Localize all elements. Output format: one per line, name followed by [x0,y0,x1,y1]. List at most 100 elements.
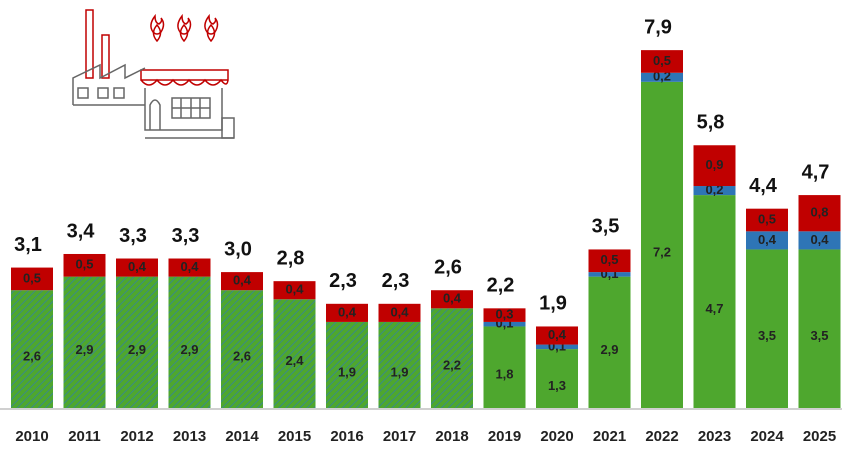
data-label: 0,5 [758,211,776,226]
data-label: 3,5 [758,328,776,343]
data-label: 4,7 [705,301,723,316]
x-tick-label: 2022 [645,428,678,445]
data-label: 0,8 [810,205,828,220]
bar-segment [273,299,316,408]
data-label: 3,5 [810,328,828,343]
data-label: 1,8 [495,367,513,382]
total-label: 3,5 [592,216,620,238]
x-tick-label: 2016 [330,428,363,445]
data-label: 0,3 [495,307,513,322]
total-label: 2,3 [382,270,410,292]
bar-segment [116,276,158,408]
total-label: 3,3 [119,225,147,247]
x-tick-label: 2019 [488,428,521,445]
bar-segment [326,303,368,322]
data-label: 0,5 [653,53,671,68]
bar-segment [641,50,683,73]
bar-segment [378,303,421,322]
total-label: 1,9 [539,293,567,315]
x-tick-label: 2015 [278,428,311,445]
x-tick-label: 2010 [15,428,48,445]
data-label: 2,6 [23,349,41,364]
bar-segment [116,258,158,277]
data-label: 0,4 [338,304,357,319]
total-label: 3,1 [14,234,42,256]
data-label: 2,9 [600,342,618,357]
bar-segment [378,321,421,408]
x-tick-label: 2025 [803,428,836,445]
bar-segment [431,308,473,408]
x-tick-label: 2014 [225,428,259,445]
total-label: 2,3 [329,270,357,292]
bar-segment [431,290,473,309]
data-label: 2,4 [285,353,304,368]
data-label: 2,9 [180,342,198,357]
total-label: 7,9 [644,16,672,38]
total-label: 5,8 [697,112,725,134]
x-tick-label: 2011 [68,428,101,445]
data-label: 2,9 [75,342,93,357]
x-tick-label: 2017 [383,428,416,445]
bar-segment [326,321,368,408]
data-label: 2,6 [233,349,251,364]
data-label: 0,5 [600,252,618,267]
bar-segment [536,326,578,345]
bar-segment [693,186,736,196]
bar-segment [221,290,263,408]
total-label: 2,6 [434,257,462,279]
total-label: 3,3 [172,225,200,247]
bar-segment [693,145,736,187]
data-label: 2,2 [443,358,461,373]
total-label: 2,2 [487,275,515,297]
x-tick-label: 2021 [593,428,626,445]
x-tick-label: 2018 [435,428,468,445]
bar-segment [483,321,526,327]
data-label: 0,4 [180,259,199,274]
data-label: 1,9 [338,364,356,379]
total-label: 2,8 [277,247,305,269]
bar-segment [11,290,53,408]
x-tick-label: 2024 [750,428,784,445]
bar-segment [168,276,211,408]
bar-segment [273,281,316,300]
factory-icon [72,9,235,139]
bar-segment [746,231,788,250]
data-label: 2,9 [128,342,146,357]
bar-segment [746,208,788,232]
data-label: 0,4 [758,232,777,247]
data-label: 7,2 [653,244,671,259]
bar-segment [221,272,263,291]
data-label: 0,4 [390,304,409,319]
x-tick-label: 2012 [120,428,153,445]
bar-segment [63,253,106,277]
bar-segment [168,258,211,277]
bar-segment [693,195,736,408]
data-label: 0,4 [233,273,252,288]
data-label: 0,9 [705,157,723,172]
data-label: 0,4 [548,327,567,342]
bar-segment [798,249,841,408]
bar-segment [483,326,526,408]
bar-segment [536,344,578,350]
bar-segment [63,276,106,408]
bar-segment [588,272,631,277]
data-label: 0,4 [443,291,462,306]
bar-segment [536,349,578,408]
total-label: 4,4 [749,175,778,197]
bar-segment [641,81,683,408]
x-tick-label: 2023 [698,428,731,445]
bar-segment [483,308,526,322]
data-label: 1,9 [390,364,408,379]
data-label: 0,5 [23,270,41,285]
bar-segment [588,249,631,273]
bar-segment [798,231,841,250]
bar-segment [746,249,788,408]
bar-segment [798,195,841,232]
total-label: 3,0 [224,238,252,260]
total-label: 3,4 [67,220,96,242]
x-tick-label: 2020 [540,428,573,445]
data-label: 1,3 [548,378,566,393]
total-label: 4,7 [802,161,830,183]
data-label: 0,5 [75,257,93,272]
